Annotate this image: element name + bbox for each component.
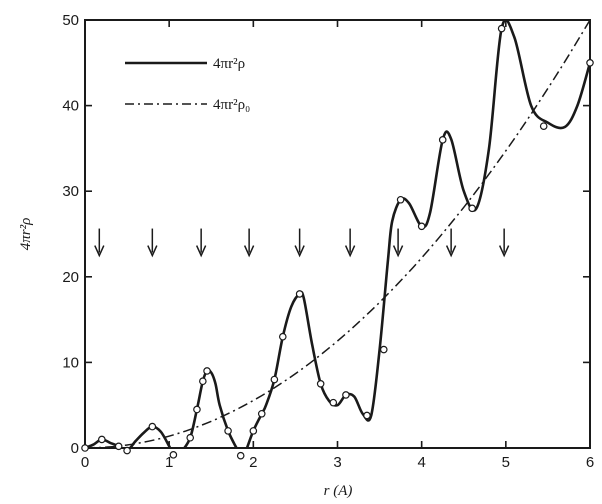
data-point (438, 136, 447, 144)
series-line-density (85, 20, 590, 448)
peak-arrow (498, 228, 510, 258)
y-tick-label: 0 (71, 440, 79, 457)
legend-label-solid: 4πr²ρ (213, 56, 245, 72)
plot-frame (84, 19, 591, 449)
data-point (123, 446, 131, 455)
data-markers (81, 24, 594, 460)
data-point (316, 379, 325, 388)
data-point (379, 345, 388, 354)
peak-arrow (392, 228, 404, 258)
data-point (278, 332, 287, 341)
data-point (98, 435, 106, 444)
data-point (203, 367, 211, 375)
data-point (342, 391, 350, 399)
data-point (148, 422, 157, 431)
y-tick-label: 50 (62, 12, 79, 29)
y-tick-label: 10 (62, 354, 79, 371)
peak-arrow (147, 228, 158, 258)
data-point (257, 409, 266, 418)
data-point (396, 195, 405, 204)
data-point (81, 444, 89, 452)
data-point (417, 222, 426, 231)
data-point (193, 405, 201, 414)
data-point (249, 427, 258, 435)
data-point (586, 58, 594, 67)
data-point (539, 122, 548, 130)
x-tick-label: 6 (586, 454, 594, 471)
data-point (236, 451, 245, 460)
data-point (468, 204, 476, 213)
x-tick-label: 1 (165, 454, 173, 471)
data-point (186, 433, 195, 442)
density-curve (85, 20, 590, 448)
data-point (270, 375, 279, 384)
series-line-reference (85, 20, 590, 448)
data-point (497, 24, 506, 33)
axis-ticks: 0 1 2 3 4 5 6 0 10 20 30 40 50 (62, 12, 594, 471)
x-tick-label: 0 (81, 454, 89, 471)
y-tick-label: 20 (62, 269, 79, 286)
peak-arrows (94, 228, 510, 258)
x-tick-label: 5 (502, 454, 510, 471)
peak-arrow (344, 228, 356, 258)
legend-label-dashdot: 4πr²ρ₀ (213, 97, 250, 113)
x-tick-label: 4 (417, 454, 425, 471)
peak-arrow (243, 228, 255, 258)
y-tick-label: 30 (62, 183, 79, 200)
data-point (295, 290, 304, 298)
peak-arrow (445, 228, 457, 258)
x-tick-label: 3 (333, 454, 341, 471)
peak-arrow (195, 228, 207, 258)
x-tick-label: 2 (249, 454, 257, 471)
legend: 4πr²ρ 4πr²ρ₀ (125, 56, 250, 113)
peak-arrow (294, 228, 305, 258)
data-point (363, 411, 371, 420)
x-axis-title: r (A) (324, 483, 353, 499)
data-point (199, 377, 207, 386)
data-point (169, 451, 178, 459)
y-tick-label: 40 (62, 98, 79, 115)
reference-density-curve (85, 20, 590, 448)
y-axis-title: 4πr²ρ (18, 218, 34, 251)
data-point (114, 442, 123, 451)
data-point (329, 398, 338, 407)
peak-arrow (94, 228, 105, 258)
data-point (224, 427, 232, 435)
